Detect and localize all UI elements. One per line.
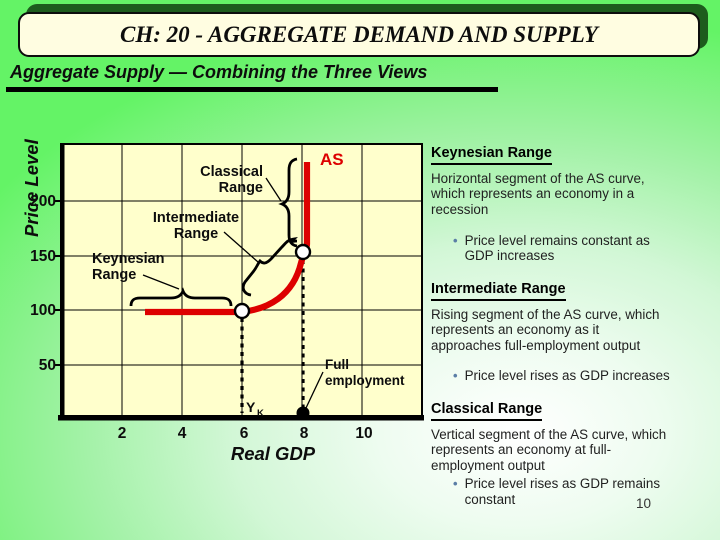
range-braces [129,157,298,307]
classical-body: Vertical segment of the AS curve, which … [431,426,667,473]
intermediate-bullet-item: • Price level rises as GDP increases [431,368,713,384]
slide-title: CH: 20 - AGGREGATE DEMAND AND SUPPLY [120,21,598,47]
keynesian-bullet-item: • Price level remains constant as GDP in… [431,233,713,264]
keynesian-brace [129,287,233,307]
keynesian-range-label-line1: Keynesian [92,251,165,267]
y-tick-200: 200 [30,193,56,210]
bullet-icon: • [453,368,458,384]
dotted-reference-lines [240,260,305,413]
bullet-icon: • [453,232,458,248]
explanation-panel: Keynesian Range Horizontal segment of th… [431,144,713,507]
yk-label: Y [246,399,256,415]
bullet-icon: • [453,476,458,492]
classical-heading: Classical Range [431,401,543,421]
as-curve-label: AS [320,150,344,169]
classical-brace [278,157,298,248]
y-tick-100: 100 [30,302,56,319]
full-employment-label-line1: Full [325,357,349,372]
keynesian-section: Keynesian Range Horizontal segment of th… [431,144,713,264]
x-tick-4: 4 [178,425,187,442]
title-box: CH: 20 - AGGREGATE DEMAND AND SUPPLY [18,12,700,57]
x-tick-10: 10 [355,425,372,442]
gridlines [64,143,422,415]
intermediate-range-label-line1: Intermediate [153,210,239,226]
classical-range-label-line2: Range [219,180,263,196]
x-axis-title: Real GDP [231,443,316,464]
classical-bullet-item: • Price level rises as GDP remains const… [431,476,713,507]
y-tick-50: 50 [39,357,56,374]
full-employment-dot [296,406,310,420]
yk-subscript: K [257,408,264,419]
y-tick-150: 150 [30,248,56,265]
intermediate-section: Intermediate Range Rising segment of the… [431,280,713,384]
intermediate-brace [241,237,298,297]
axes [54,143,424,421]
classical-range-label-line1: Classical [200,164,263,180]
keynesian-range-label-line2: Range [92,267,136,283]
x-tick-2: 2 [118,425,127,442]
keynesian-bullet-text: Price level remains constant as GDP incr… [464,232,650,264]
intermediate-body: Rising segment of the AS curve, which re… [431,306,660,353]
intermediate-heading: Intermediate Range [431,281,566,301]
slide-subtitle: Aggregate Supply — Combining the Three V… [10,62,428,82]
keynesian-body: Horizontal segment of the AS curve, whic… [431,170,645,218]
y-axis-title: Price Level [21,138,42,237]
x-tick-8: 8 [300,425,309,442]
x-tick-6: 6 [240,425,249,442]
keynesian-kink-marker [233,302,251,320]
intermediate-bullet-text: Price level rises as GDP increases [464,368,670,384]
classical-section: Classical Range Vertical segment of the … [431,400,713,508]
intermediate-range-label-line2: Range [174,226,218,242]
classical-kink-marker [294,243,312,261]
keynesian-heading: Keynesian Range [431,145,552,165]
page-number: 10 [636,496,652,511]
classical-bullet-text: Price level rises as GDP remains constan… [464,476,661,507]
pointer-lines [142,177,324,409]
full-employment-label-line2: employment [325,373,405,388]
subtitle-underline [6,87,498,92]
